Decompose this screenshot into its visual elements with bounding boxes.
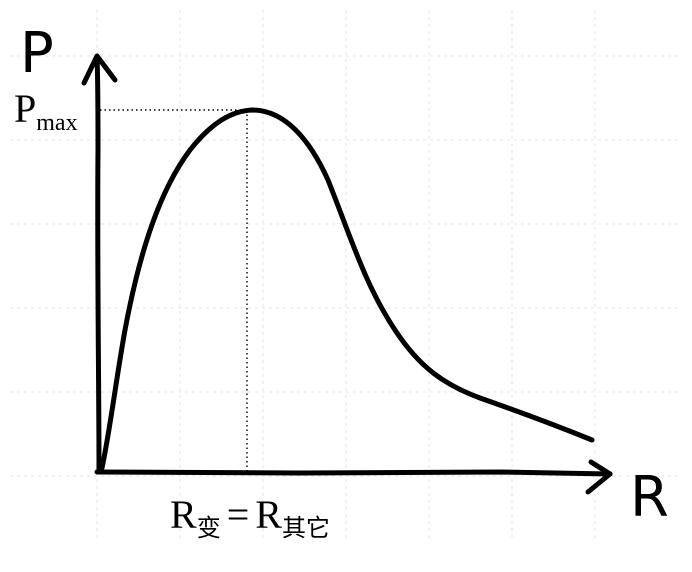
r-variable-main: R: [170, 492, 197, 537]
x-axis: [94, 469, 613, 477]
peak-condition-label: R变 = R其它: [170, 492, 330, 542]
pmax-label: Pmax: [14, 86, 78, 136]
equals-sign: =: [227, 492, 250, 537]
y-axis: [94, 54, 102, 475]
power-curve: [99, 107, 595, 471]
y-axis-arrowhead: [81, 53, 118, 86]
r-other-main: R: [255, 492, 282, 537]
y-axis-label: P: [20, 21, 54, 86]
background-grid: [10, 10, 680, 540]
r-other-subscript: 其它: [282, 514, 330, 542]
pmax-main: P: [14, 86, 36, 131]
pmax-subscript: max: [36, 110, 77, 136]
x-axis-label: R: [630, 465, 669, 530]
x-axis-arrowhead: [585, 459, 613, 495]
r-variable-subscript: 变: [197, 514, 221, 542]
